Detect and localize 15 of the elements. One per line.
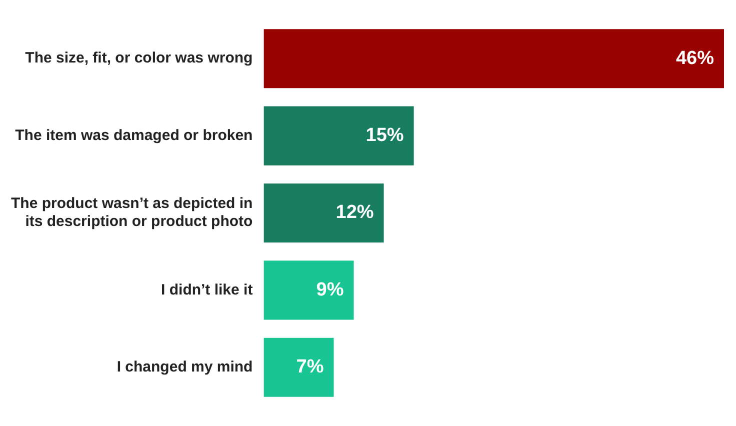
data-label: 12% [336,202,374,224]
bar [264,183,384,243]
y-tick-label: The item was damaged or broken [15,126,253,144]
y-tick-label: The size, fit, or color was wrong [25,50,253,67]
data-label: 7% [296,356,324,378]
data-label: 15% [366,125,404,146]
y-tick-label: I didn’t like it [161,281,253,298]
y-tick-label: The product wasn’t as depicted in its description or product photo [10,195,253,230]
data-label: 46% [676,48,714,69]
y-tick-label: I changed my mind [116,358,253,376]
bar [264,106,414,166]
bar [264,338,334,397]
bar [264,260,354,320]
bar [264,29,724,88]
data-label: 9% [316,279,344,300]
